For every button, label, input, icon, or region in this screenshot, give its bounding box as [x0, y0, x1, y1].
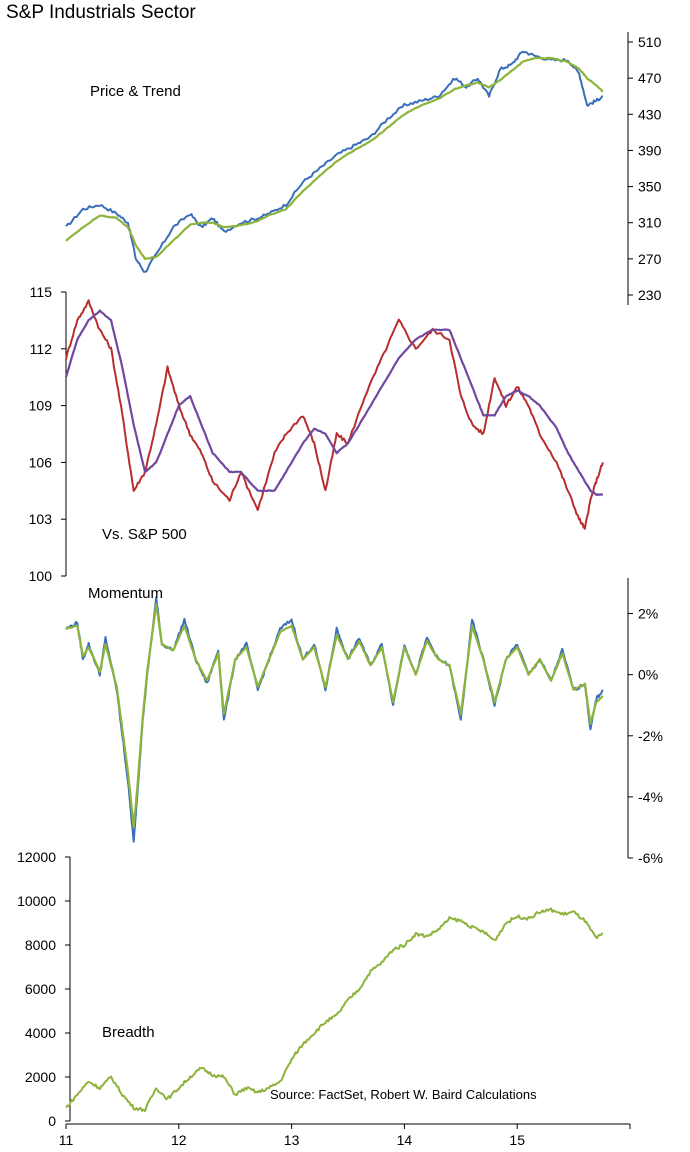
chart-title: S&P Industrials Sector [6, 2, 196, 23]
momentum-y-tick-label: -6% [638, 850, 663, 866]
momentum-series-1-line [65, 596, 604, 843]
price-series-2-line [65, 56, 604, 261]
price-y-tick-label: 350 [638, 179, 662, 195]
price-y-tick-label: 470 [638, 70, 662, 86]
relative-y-tick-label: 109 [29, 398, 53, 414]
breadth-panel-label: Breadth [102, 1024, 155, 1041]
price-y-tick-label: 230 [638, 287, 662, 303]
breadth-y-tick-label: 2000 [25, 1069, 56, 1085]
price-y-tick-label: 430 [638, 106, 662, 122]
breadth-y-tick-label: 12000 [17, 849, 56, 865]
price-y-tick-label: 390 [638, 142, 662, 158]
momentum-panel-label: Momentum [88, 585, 163, 602]
x-tick-label: 11 [59, 1132, 74, 1148]
price-series-1-line [65, 50, 604, 273]
relative-series-1-line [65, 299, 604, 530]
relative-y-tick-label: 115 [30, 284, 53, 300]
price-y-tick-label: 510 [638, 34, 662, 50]
breadth-series-1-line [65, 907, 604, 1113]
relative-y-tick-label: 112 [30, 341, 53, 357]
relative-panel-label: Vs. S&P 500 [102, 526, 187, 543]
momentum-y-tick-label: 2% [638, 606, 658, 622]
relative-y-tick-label: 106 [29, 454, 53, 470]
price-y-tick-label: 310 [638, 215, 662, 231]
breadth-y-tick-label: 10000 [17, 893, 56, 909]
price-y-tick-label: 270 [638, 251, 662, 267]
x-tick-label: 12 [171, 1132, 187, 1148]
momentum-y-tick-label: -4% [638, 789, 663, 805]
breadth-y-tick-label: 4000 [25, 1025, 56, 1041]
source-note: Source: FactSet, Robert W. Baird Calcula… [270, 1087, 537, 1102]
momentum-y-tick-label: -2% [638, 728, 663, 744]
relative-series-2-line [64, 309, 604, 496]
x-tick-label: 15 [509, 1132, 525, 1148]
breadth-y-tick-label: 0 [48, 1113, 56, 1129]
x-tick-label: 13 [284, 1132, 300, 1148]
price-panel-label: Price & Trend [90, 83, 181, 100]
relative-y-tick-label: 100 [29, 568, 53, 584]
relative-y-tick-label: 103 [29, 511, 53, 527]
x-tick-label: 14 [397, 1132, 413, 1148]
breadth-y-tick-label: 8000 [25, 937, 56, 953]
momentum-series-2-line [65, 603, 604, 829]
breadth-y-tick-label: 6000 [25, 981, 56, 997]
momentum-y-tick-label: 0% [638, 667, 658, 683]
